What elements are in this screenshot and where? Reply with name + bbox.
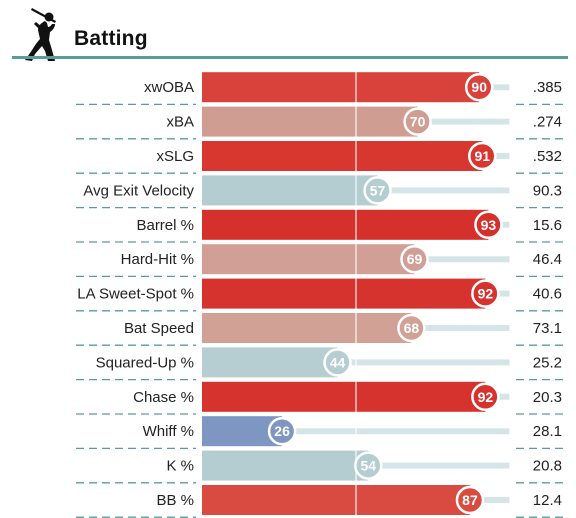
metric-value: 12.4 [533, 492, 562, 509]
metric-label: Bat Speed [124, 320, 194, 337]
percentile-badge [363, 176, 392, 205]
percentile-badge [471, 279, 500, 308]
percentile-bar [202, 485, 470, 515]
metric-value: 90.3 [533, 182, 562, 199]
percentile-bar [202, 209, 489, 240]
metric-value: 15.6 [533, 217, 562, 234]
metric-label: xBA [166, 114, 194, 131]
percentile-badge [455, 485, 485, 515]
section-header: Batting [0, 0, 576, 64]
batter-silhouette-icon [25, 8, 56, 61]
percentile-label: 26 [274, 423, 290, 439]
metric-label: LA Sweet-Spot % [77, 286, 194, 303]
percentile-bar [202, 381, 486, 412]
percentile-bar [202, 244, 415, 275]
percentile-bar [202, 106, 418, 137]
percentile-badge [400, 244, 429, 274]
metric-value: 40.6 [533, 286, 562, 303]
metric-label: Chase % [133, 389, 194, 406]
percentile-label: 93 [481, 217, 497, 233]
percentile-badge [474, 210, 503, 240]
metric-value: 25.2 [533, 354, 562, 371]
percentile-badge [397, 313, 426, 343]
metric-label: K % [166, 458, 194, 475]
metric-value: .385 [533, 79, 562, 96]
percentile-label: 69 [407, 251, 423, 267]
metric-label: Avg Exit Velocity [83, 182, 194, 199]
percentile-bar [202, 347, 338, 378]
percentile-label: 90 [471, 79, 487, 95]
metric-label: BB % [156, 492, 194, 509]
metric-label: xwOBA [144, 79, 194, 96]
metric-label: xSLG [156, 148, 194, 165]
metric-value: 46.4 [533, 251, 562, 268]
percentile-label: 44 [330, 354, 346, 370]
metric-label: Hard-Hit % [121, 251, 194, 268]
percentile-bar [202, 175, 378, 206]
percentile-label: 68 [404, 320, 420, 336]
header-rule [12, 56, 568, 59]
percentile-label: 57 [370, 182, 386, 198]
percentile-badge [267, 416, 297, 446]
percentile-label: 92 [478, 389, 494, 405]
metric-value: .274 [533, 114, 562, 131]
percentile-bar [202, 313, 412, 343]
percentile-badge [471, 382, 500, 412]
percentile-badge [403, 107, 432, 136]
metric-label: Barrel % [136, 217, 194, 234]
percentile-label: 87 [462, 492, 478, 508]
metric-value: .532 [533, 148, 562, 165]
percentile-bar [202, 141, 483, 171]
metric-value: 20.3 [533, 389, 562, 406]
metric-value: 20.8 [533, 458, 562, 475]
percentile-bar [202, 450, 369, 481]
metric-value: 28.1 [533, 423, 562, 440]
metric-label: Whiff % [143, 423, 194, 440]
percentile-label: 92 [478, 286, 494, 302]
metric-label: Squared-Up % [96, 354, 194, 371]
percentile-bar [202, 278, 486, 309]
percentile-badge [468, 141, 497, 171]
percentile-label: 91 [474, 148, 490, 164]
percentile-bar [202, 72, 480, 103]
percentile-label: 54 [361, 458, 377, 474]
percentile-badge [323, 348, 352, 377]
percentile-badge [464, 72, 494, 102]
metric-value: 73.1 [533, 320, 562, 337]
section-title: Batting [74, 27, 148, 50]
percentile-label: 70 [410, 114, 426, 130]
percentile-badge [354, 451, 383, 480]
